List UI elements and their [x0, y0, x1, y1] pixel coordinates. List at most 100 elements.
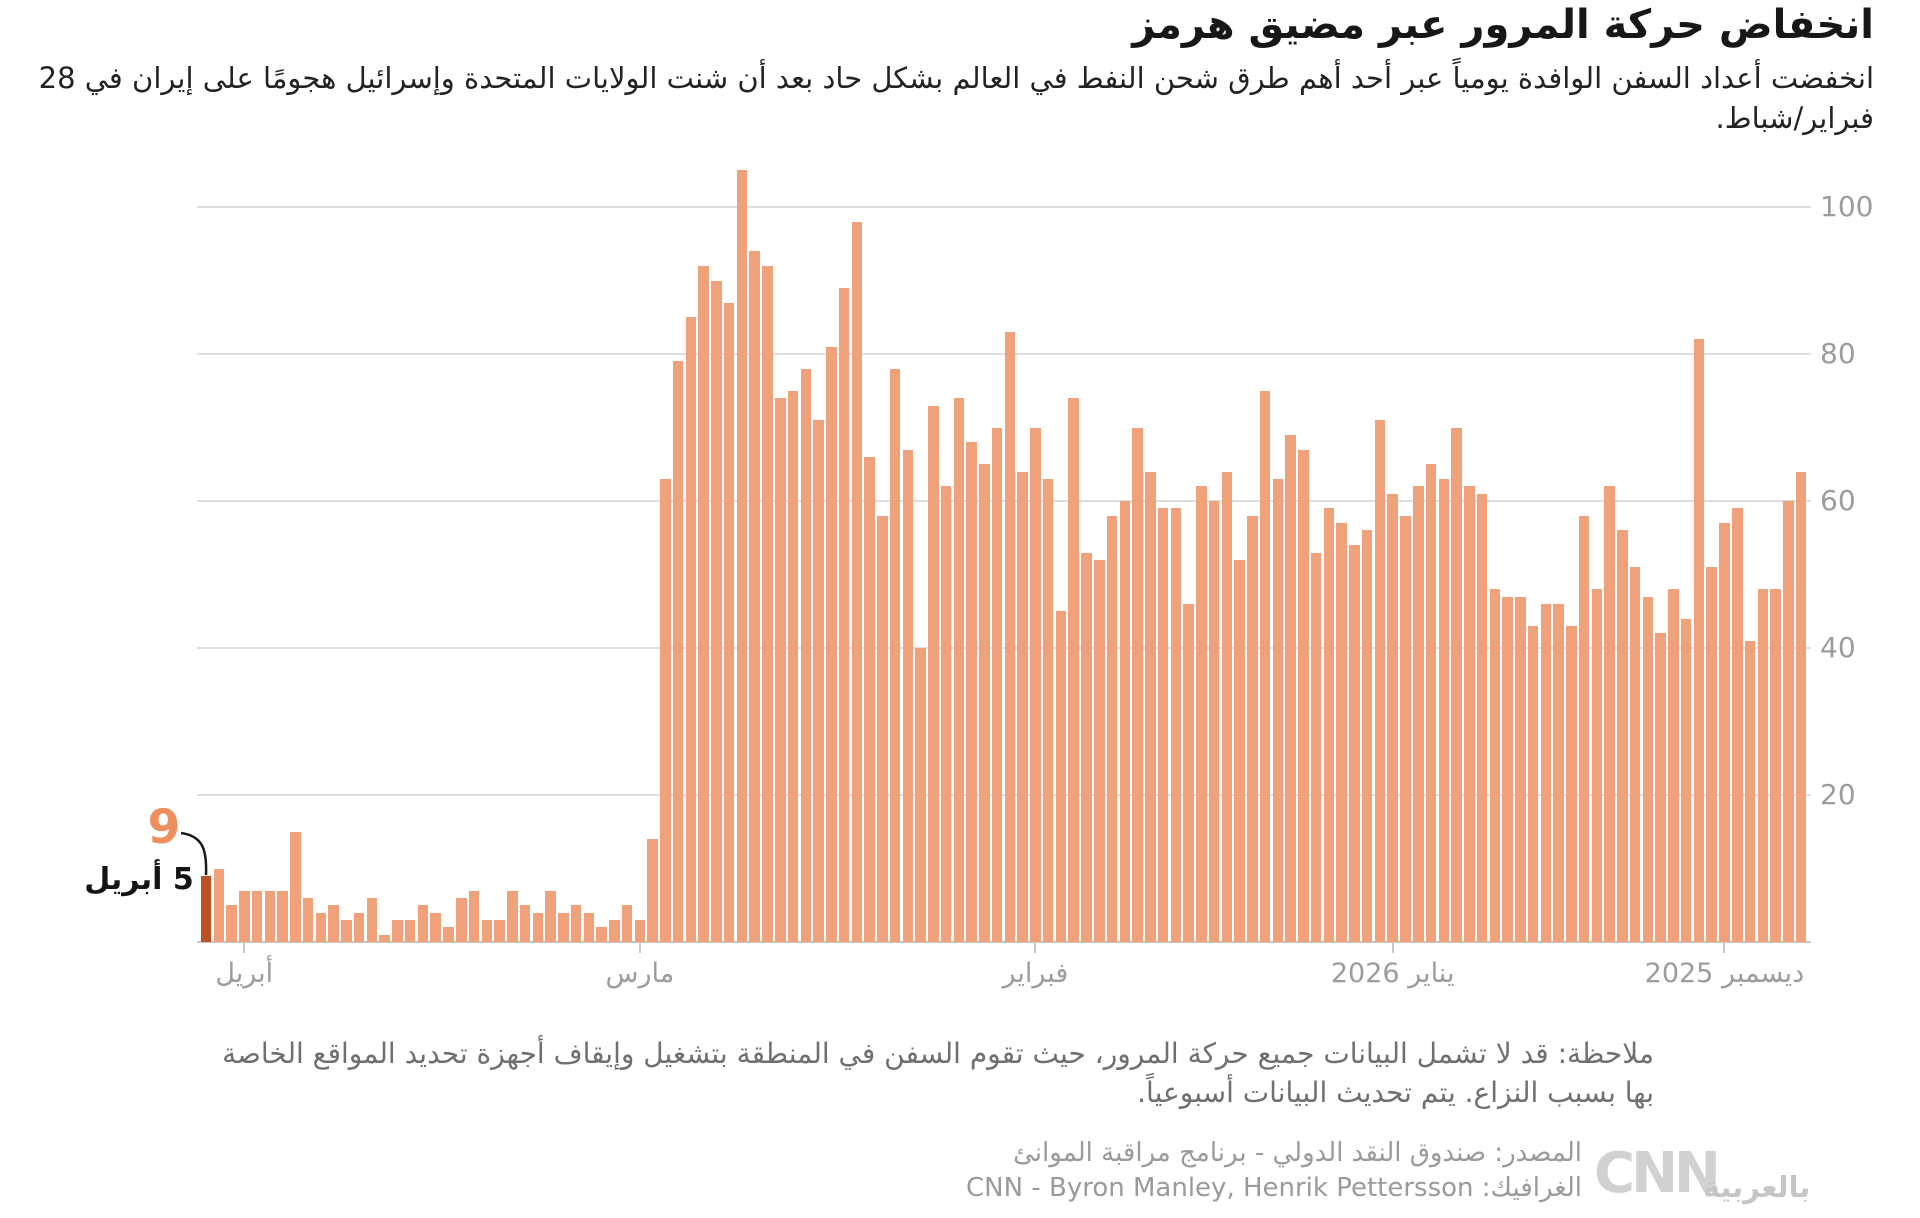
- bar: [1413, 486, 1424, 942]
- bar: [366, 897, 378, 942]
- x-axis-tick-label: أبريل: [215, 958, 274, 989]
- bar: [889, 368, 901, 942]
- bar: [1655, 633, 1666, 942]
- bar: [417, 905, 429, 943]
- bar: [660, 479, 671, 942]
- y-axis-tick-label: 100: [1820, 190, 1874, 223]
- x-axis-tick-label: ديسمبر 2025: [1644, 958, 1805, 989]
- bar: [940, 486, 952, 942]
- bar: [213, 868, 224, 942]
- bar: [1298, 449, 1309, 942]
- bar: [621, 905, 633, 943]
- bar: [1094, 559, 1105, 942]
- bar: [1502, 596, 1513, 942]
- bar: [1145, 471, 1156, 942]
- bar: [1272, 479, 1284, 942]
- x-axis-tick: [638, 943, 641, 953]
- bar: [1106, 515, 1118, 942]
- bar: [1770, 589, 1781, 942]
- bar: [328, 905, 339, 943]
- bar: [1515, 596, 1526, 942]
- bar: [1591, 589, 1603, 942]
- x-axis-line: [197, 941, 1811, 943]
- bar: [736, 170, 748, 943]
- bar: [902, 449, 914, 942]
- bar: [1119, 501, 1130, 942]
- bar: [1680, 618, 1692, 942]
- bar: [1629, 567, 1641, 942]
- bar: [558, 912, 569, 942]
- bar: [226, 905, 237, 943]
- bar: [570, 905, 582, 943]
- gridline: [197, 500, 1811, 502]
- bar: [1527, 626, 1539, 943]
- bar: [1310, 552, 1322, 942]
- bar: [519, 905, 531, 943]
- bar: [1400, 515, 1411, 942]
- bar: [596, 927, 607, 942]
- bar: [1425, 464, 1437, 943]
- bar: [647, 839, 658, 942]
- bar: [392, 920, 403, 942]
- bar: [1783, 501, 1794, 942]
- bar: [864, 456, 875, 942]
- bar: [1017, 471, 1028, 942]
- bar: [1208, 501, 1220, 942]
- gridline: [197, 206, 1811, 208]
- bar: [1566, 626, 1577, 943]
- bar: [404, 920, 416, 942]
- bar: [800, 368, 811, 942]
- bar: [1374, 420, 1386, 942]
- bar: [775, 398, 786, 942]
- bar: [290, 831, 301, 943]
- bar: [251, 890, 263, 942]
- bar: [787, 390, 799, 943]
- gridline: [197, 794, 1811, 796]
- bar: [711, 280, 722, 942]
- bar: [915, 648, 926, 942]
- source-line: المصدر: صندوق النقد الدولي - برنامج مراق…: [1013, 1138, 1582, 1168]
- bar: [494, 920, 505, 942]
- credit-line: الغرافيك: CNN - Byron Manley, Henrik Pet…: [966, 1173, 1582, 1203]
- bar: [928, 405, 939, 942]
- bar: [991, 427, 1003, 942]
- y-axis-tick-label: 20: [1820, 778, 1856, 811]
- bar: [979, 464, 990, 943]
- bar: [1553, 603, 1564, 942]
- bar: [826, 346, 837, 942]
- bar: [1757, 589, 1768, 942]
- bar: [239, 890, 250, 942]
- bar: [1719, 523, 1730, 942]
- y-axis-tick-label: 40: [1820, 631, 1856, 664]
- bar: [1361, 530, 1373, 942]
- bar: [1285, 434, 1296, 942]
- bar: [966, 442, 977, 942]
- bar: [1693, 339, 1705, 942]
- bar: [1578, 515, 1590, 942]
- x-axis-tick: [243, 943, 246, 953]
- bar: [1706, 567, 1717, 942]
- bar: [1617, 530, 1628, 942]
- bar: [1132, 427, 1143, 942]
- cnn-arabic-logo: CNN بالعربية: [1594, 1124, 1810, 1206]
- bar: [1234, 559, 1245, 942]
- source-block: المصدر: صندوق النقد الدولي - برنامج مراق…: [966, 1136, 1582, 1206]
- bar: [953, 398, 965, 942]
- bar: [430, 912, 441, 942]
- bar: [379, 934, 390, 942]
- y-axis-tick-label: 80: [1820, 337, 1856, 370]
- bar: [1387, 493, 1398, 942]
- bar: [685, 317, 697, 943]
- bar: [1004, 332, 1016, 942]
- cnn-logo-text: CNN: [1594, 1141, 1721, 1206]
- bar: [1604, 486, 1615, 942]
- bar: [672, 361, 684, 942]
- bar: [1259, 390, 1271, 943]
- bar: [456, 897, 467, 942]
- bar: [468, 890, 480, 942]
- gridline: [197, 353, 1811, 355]
- bar: [609, 920, 620, 942]
- bar: [723, 302, 735, 942]
- x-axis-tick: [1723, 943, 1726, 953]
